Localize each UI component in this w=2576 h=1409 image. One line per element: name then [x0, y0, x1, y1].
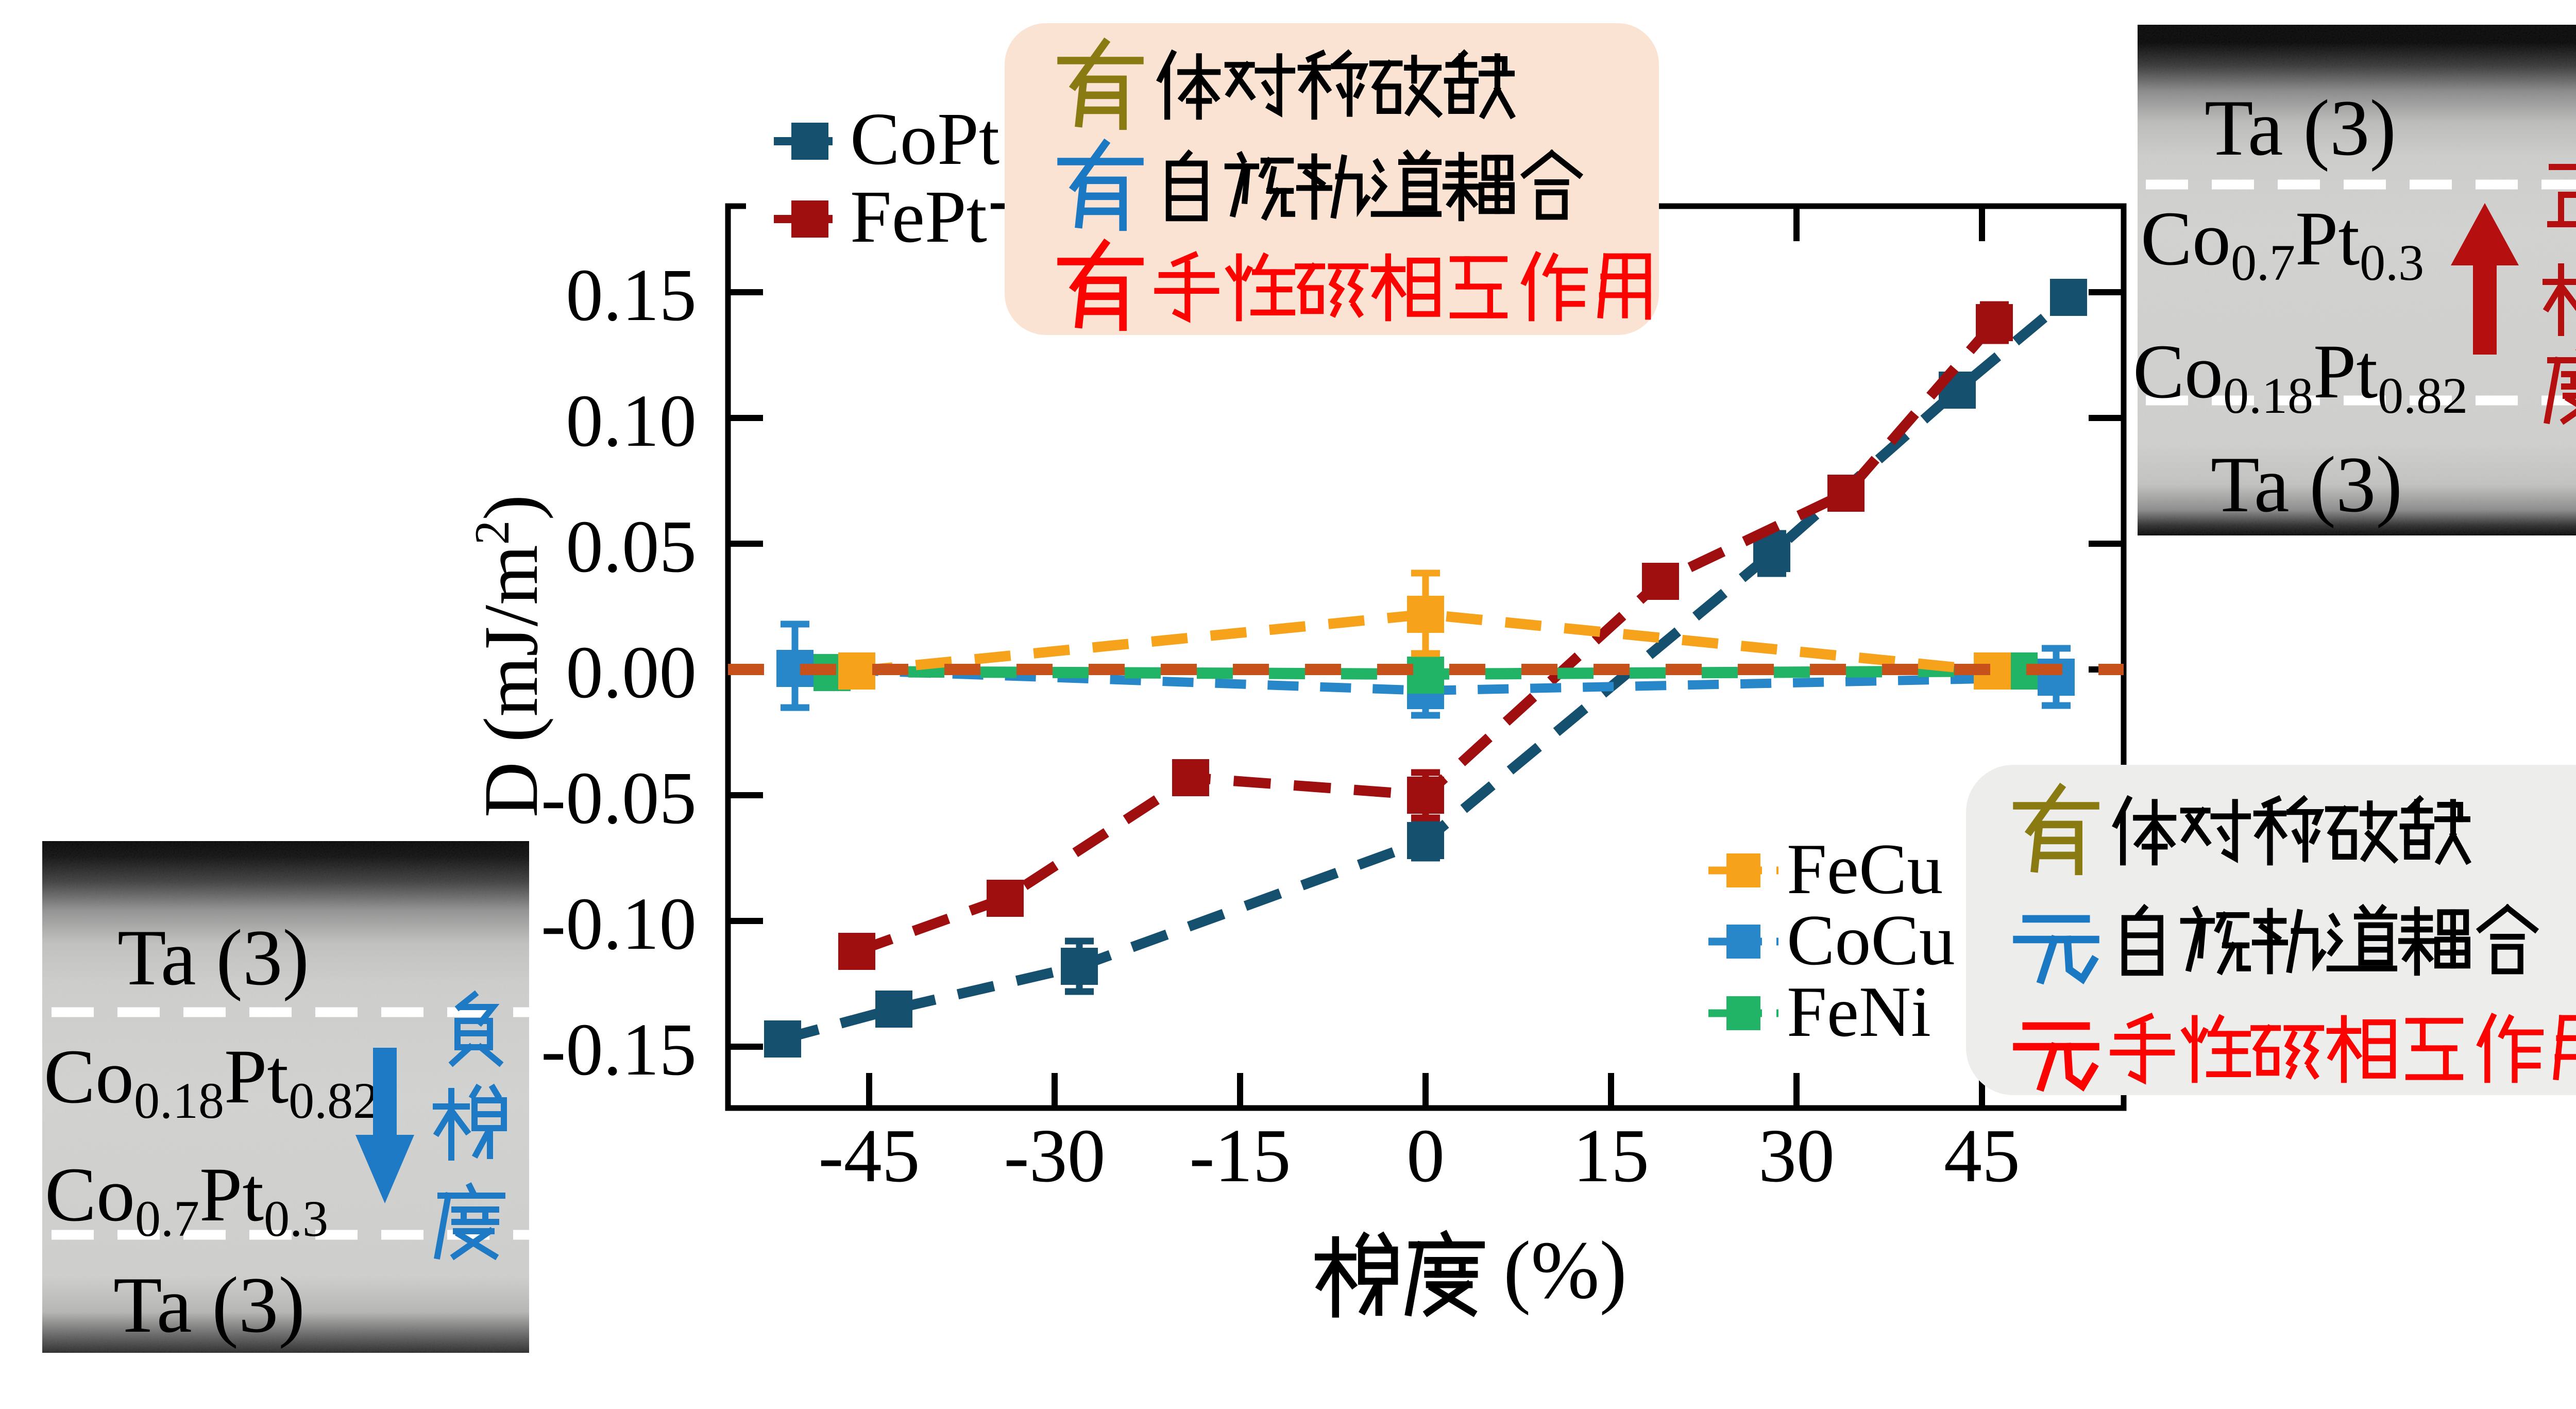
svg-text:CoCu: CoCu: [1787, 900, 1955, 980]
svg-text:15: 15: [1573, 1114, 1649, 1198]
svg-text:-0.15: -0.15: [541, 1009, 697, 1091]
svg-text:30: 30: [1758, 1114, 1835, 1198]
svg-text:CoPt: CoPt: [850, 98, 999, 180]
svg-text:(%): (%): [1503, 1224, 1627, 1316]
svg-text:Ta (3): Ta (3): [117, 913, 309, 1002]
svg-text:D (mJ/m2): D (mJ/m2): [465, 495, 554, 818]
svg-text:45: 45: [1944, 1114, 2020, 1198]
svg-text:-0.10: -0.10: [541, 883, 697, 965]
svg-text:-15: -15: [1189, 1114, 1291, 1198]
svg-text:Ta (3): Ta (3): [113, 1261, 305, 1349]
svg-text:0.05: 0.05: [566, 506, 697, 588]
svg-text:0.15: 0.15: [566, 254, 697, 337]
svg-text:-45: -45: [818, 1114, 920, 1198]
svg-text:FePt: FePt: [850, 176, 987, 258]
svg-text:0.00: 0.00: [566, 631, 697, 714]
svg-text:Ta (3): Ta (3): [2205, 83, 2396, 172]
svg-text:FeCu: FeCu: [1787, 829, 1943, 909]
svg-text:0.10: 0.10: [566, 380, 697, 462]
svg-text:0: 0: [1406, 1114, 1445, 1198]
svg-text:FeNi: FeNi: [1787, 972, 1931, 1052]
svg-text:Ta (3): Ta (3): [2211, 440, 2402, 529]
svg-text:-0.05: -0.05: [541, 757, 697, 840]
svg-text:-30: -30: [1004, 1114, 1105, 1198]
